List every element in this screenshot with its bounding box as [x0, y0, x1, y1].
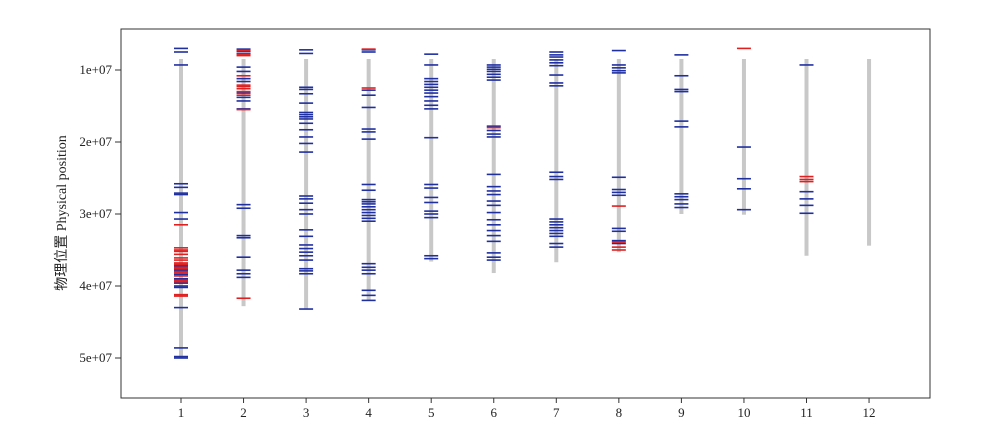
x-tick-label: 4 [365, 405, 372, 420]
x-axis-ticks: 1 2 3 4 5 6 7 8 9 10 11 12 [178, 398, 876, 420]
x-tick-label: 12 [863, 405, 876, 420]
chromosome-bar [366, 59, 371, 301]
x-tick-label: 3 [303, 405, 310, 420]
chromosome-bar [616, 59, 621, 253]
chromosome-bar [867, 59, 872, 246]
x-tick-label: 5 [428, 405, 435, 420]
x-tick-label: 2 [240, 405, 247, 420]
y-tick-label: 3e+07 [79, 206, 112, 221]
marker-layer [174, 47, 814, 359]
chromosome-bar [304, 59, 309, 310]
y-tick-label: 1e+07 [79, 62, 112, 77]
chromosome-bar [679, 59, 684, 214]
chromosome-bar [179, 59, 183, 358]
chromosome-bar [241, 59, 246, 307]
y-tick-label: 4e+07 [79, 278, 112, 293]
chromosome-bar [804, 59, 809, 256]
chromosome-bars [179, 59, 872, 358]
chromosome-bar [491, 59, 496, 274]
x-tick-label: 9 [678, 405, 685, 420]
x-tick-label: 1 [178, 405, 185, 420]
x-tick-label: 6 [491, 405, 498, 420]
chromosome-bar [554, 59, 559, 263]
y-axis-ticks: 1e+07 2e+07 3e+07 4e+07 5e+07 [79, 62, 121, 365]
y-tick-label: 5e+07 [79, 350, 112, 365]
x-tick-label: 11 [800, 405, 813, 420]
chromosome-bar [741, 59, 746, 215]
x-tick-label: 8 [616, 405, 623, 420]
y-axis-title: 物理位置 Physical position [54, 135, 70, 291]
x-tick-label: 10 [737, 405, 750, 420]
x-tick-label: 7 [553, 405, 560, 420]
chromosome-bar [429, 59, 434, 262]
y-tick-label: 2e+07 [79, 134, 112, 149]
